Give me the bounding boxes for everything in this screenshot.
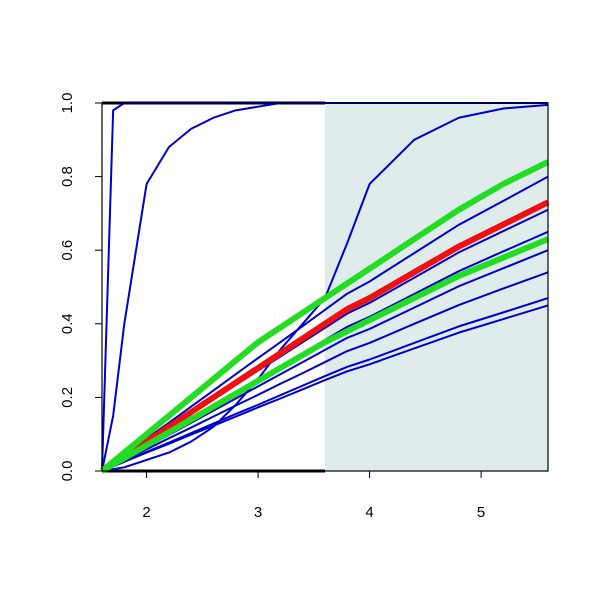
x-tick-label: 5 xyxy=(477,504,485,521)
x-tick-label: 4 xyxy=(365,504,373,521)
plot-frame xyxy=(101,102,549,472)
y-tick-label: 0.0 xyxy=(59,461,76,482)
x-tick-label: 2 xyxy=(142,504,150,521)
x-tick-label: 3 xyxy=(254,504,262,521)
series-line xyxy=(101,304,549,472)
y-tick-label: 0.2 xyxy=(59,387,76,408)
series-line xyxy=(101,271,549,472)
series-line xyxy=(100,159,550,474)
y-tick-label: 0.4 xyxy=(59,313,76,334)
y-tick-label: 0.8 xyxy=(59,166,76,187)
y-tick-label: 0.6 xyxy=(59,240,76,261)
y-tick-label: 1.0 xyxy=(59,93,76,114)
series-line xyxy=(100,236,550,474)
